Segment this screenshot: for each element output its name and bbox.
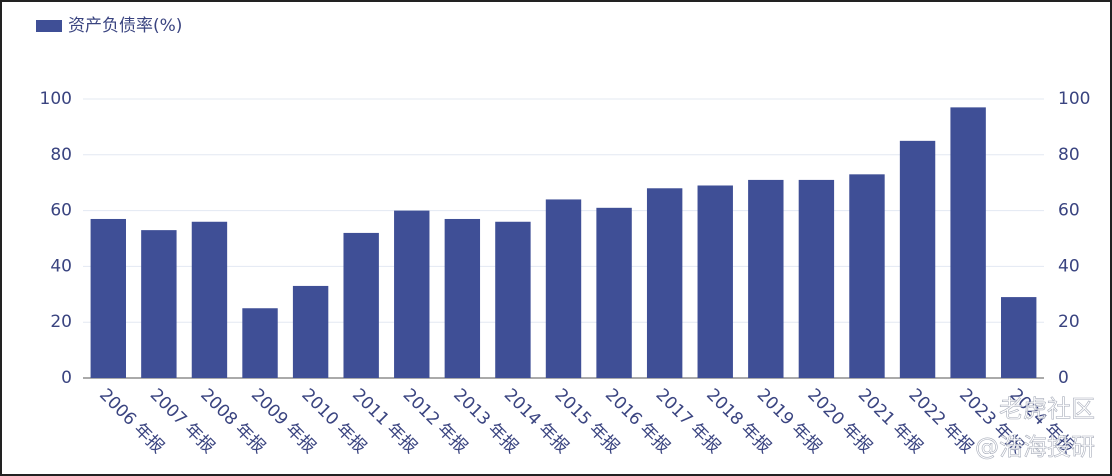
bar bbox=[444, 218, 481, 378]
bar bbox=[191, 221, 228, 378]
y2-tick-label: 100 bbox=[1058, 89, 1090, 109]
y2-tick-label: 60 bbox=[1058, 201, 1080, 221]
bar bbox=[899, 140, 936, 378]
watermark: @浩海投研 bbox=[975, 433, 1095, 461]
watermark: 老虎社区 bbox=[999, 395, 1095, 423]
bar bbox=[242, 308, 278, 378]
bar bbox=[394, 210, 430, 378]
bar bbox=[343, 232, 379, 378]
y-tick-label: 100 bbox=[40, 89, 72, 109]
bar bbox=[545, 199, 582, 378]
y-tick-label: 20 bbox=[50, 312, 72, 332]
legend-swatch bbox=[36, 20, 62, 32]
y-tick-label: 0 bbox=[61, 368, 72, 388]
bar bbox=[596, 207, 632, 378]
bar bbox=[798, 179, 835, 378]
bar bbox=[748, 179, 784, 378]
bar bbox=[697, 185, 733, 378]
bar bbox=[646, 188, 683, 378]
y-tick-label: 80 bbox=[50, 145, 72, 165]
y2-tick-label: 0 bbox=[1058, 368, 1069, 388]
legend-label: 资产负债率(%) bbox=[68, 16, 182, 36]
bar bbox=[90, 218, 126, 378]
y2-tick-label: 80 bbox=[1058, 145, 1080, 165]
bar bbox=[950, 107, 986, 379]
y2-tick-label: 40 bbox=[1058, 256, 1080, 276]
bar bbox=[141, 230, 177, 378]
y-tick-label: 40 bbox=[50, 256, 72, 276]
y-tick-label: 60 bbox=[50, 201, 72, 221]
bar bbox=[292, 285, 329, 378]
bar bbox=[849, 174, 885, 378]
y2-tick-label: 20 bbox=[1058, 312, 1080, 332]
bar bbox=[1001, 297, 1037, 378]
bar bbox=[495, 221, 531, 378]
